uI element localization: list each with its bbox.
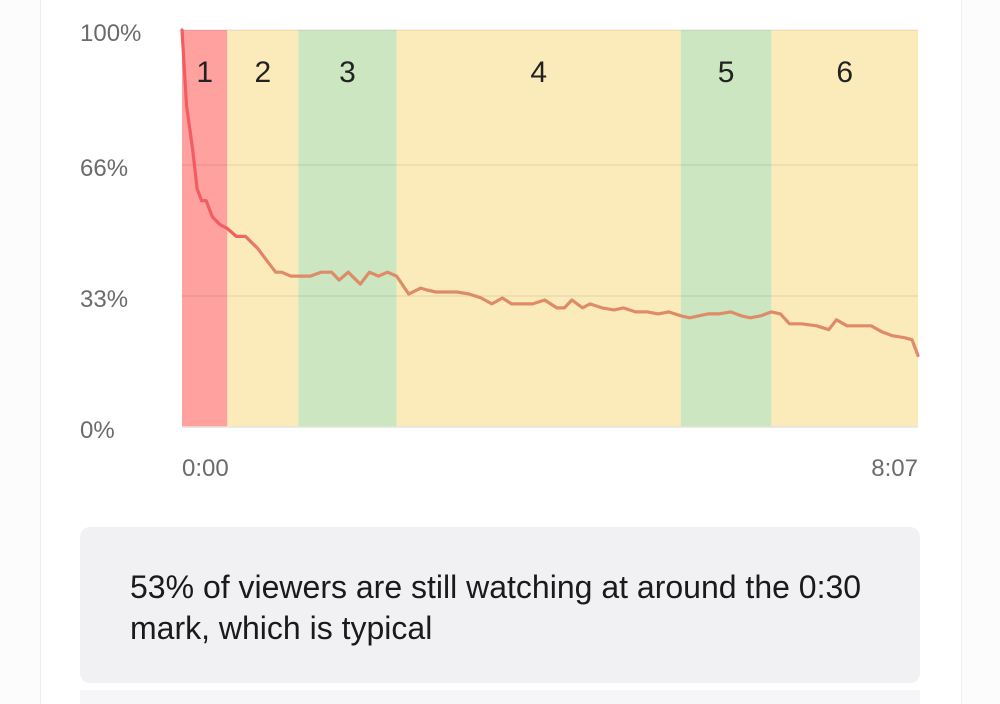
x-tick-label-1: 8:07 <box>871 455 918 482</box>
next-card-edge <box>80 690 920 704</box>
y-tick-label-2: 33% <box>80 286 128 313</box>
segment-label-5: 5 <box>718 56 735 89</box>
y-tick-label-0: 100% <box>80 20 141 47</box>
insight-text: 53% of viewers are still watching at aro… <box>130 569 862 646</box>
retention-series <box>180 28 920 358</box>
audience-retention-chart: 1 2 3 4 5 6 100% 66% 33% 0% 0:00 8:07 <box>80 20 920 482</box>
x-tick-label-0: 0:00 <box>182 455 229 482</box>
retention-line <box>180 28 920 358</box>
segment-label-3: 3 <box>339 56 356 89</box>
segment-label-2: 2 <box>255 56 272 89</box>
segment-band-2[interactable] <box>227 30 299 427</box>
segment-band-5[interactable] <box>680 30 772 427</box>
segment-band-3[interactable] <box>298 30 397 427</box>
y-tick-label-1: 66% <box>80 155 128 182</box>
segment-label-4: 4 <box>530 56 547 89</box>
segment-band-6[interactable] <box>771 30 918 427</box>
y-axis-ticks: 100% 66% 33% 0% <box>80 20 141 444</box>
x-axis-ticks: 0:00 8:07 <box>182 455 918 482</box>
segment-band-4[interactable] <box>396 30 681 427</box>
segment-bands <box>182 30 918 427</box>
grid-lines <box>182 29 918 428</box>
segment-label-1: 1 <box>196 56 213 89</box>
segment-label-6: 6 <box>836 56 853 89</box>
segment-band-1[interactable] <box>182 30 228 427</box>
segment-labels: 1 2 3 4 5 6 <box>196 56 853 89</box>
y-tick-label-3: 0% <box>80 417 115 444</box>
insight-box: 53% of viewers are still watching at aro… <box>80 527 920 683</box>
